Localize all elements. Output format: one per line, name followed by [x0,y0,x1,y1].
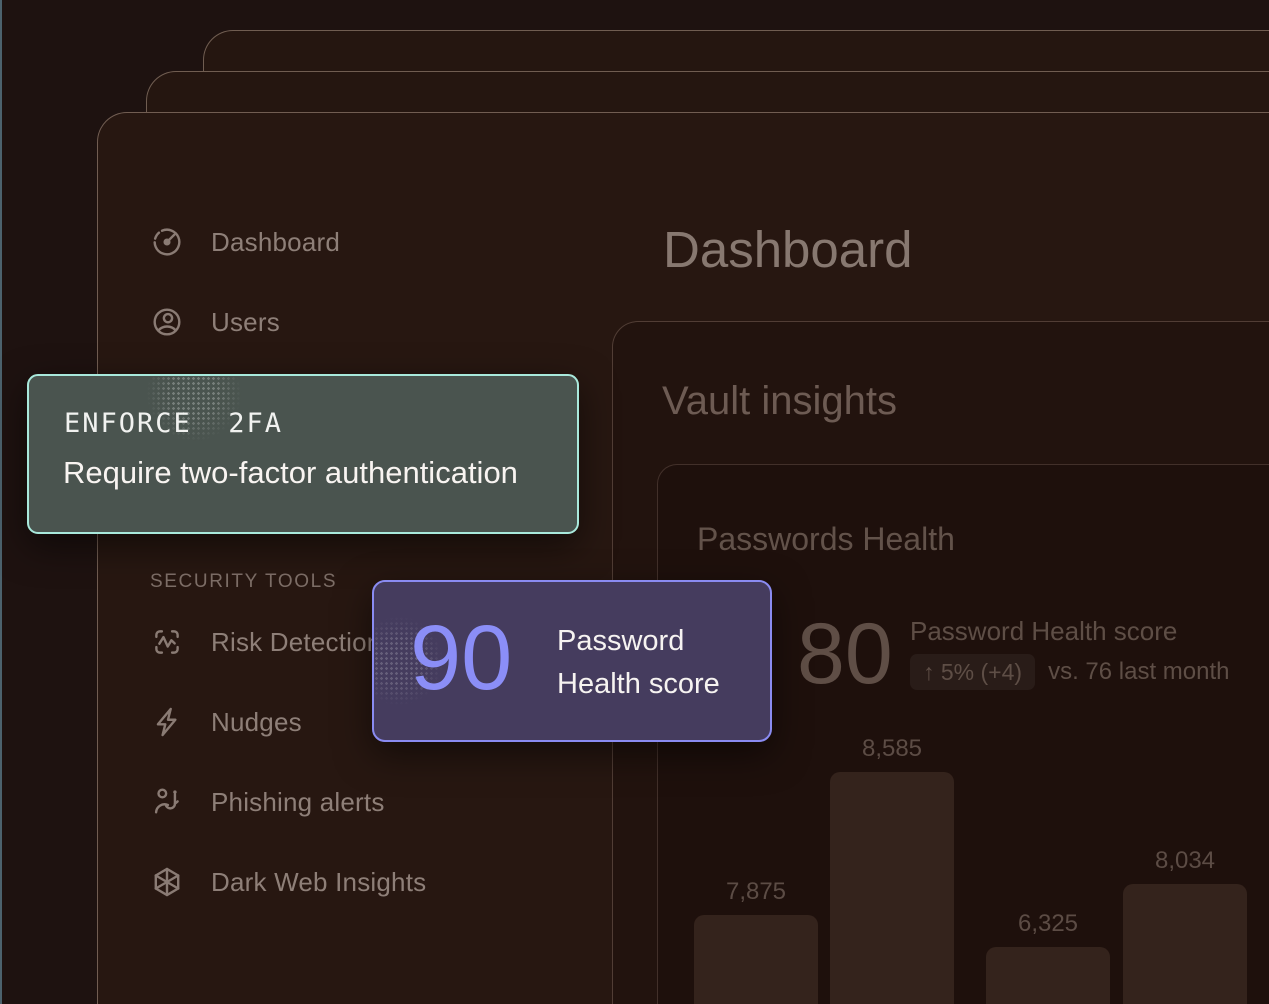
phishing-hook-icon [150,785,184,819]
health-score-label-line2: Health score [557,668,720,700]
risk-scan-icon [150,625,184,659]
sidebar-item-nudges[interactable]: Nudges [150,704,302,740]
enforce-2fa-description: Require two-factor authentication [63,455,518,490]
health-score-label: Password Health score [557,620,720,706]
sidebar-item-users[interactable]: Users [150,304,280,340]
stacked-sheet-front: Dashboard Users SECURITY TOOLS Risk Dete… [97,112,1269,1004]
health-score-label-line1: Password [557,625,685,657]
lightning-icon [150,705,184,739]
bar-value-label: 6,325 [1017,910,1079,937]
health-score-value: 90 [410,607,513,709]
sidebar-item-label: Risk Detection [211,626,382,657]
sidebar-item-risk-detection[interactable]: Risk Detection [150,624,381,660]
sidebar-item-label: Nudges [211,706,302,737]
score-change-badge: ↑ 5% (+4) [910,654,1036,690]
sidebar-item-dashboard[interactable]: Dashboard [150,224,340,260]
chart-bar [830,772,954,1004]
sidebar-item-label: Dark Web Insights [211,866,427,897]
left-edge-accent [0,0,2,1004]
user-circle-icon [150,305,184,339]
gauge-icon [150,225,184,259]
chart-bar [1123,884,1247,1004]
score-comparison-text: vs. 76 last month [1048,658,1230,685]
score-change-row: ↑ 5% (+4) vs. 76 last month [910,654,1230,690]
vault-insights-title: Vault insights [662,379,897,423]
passwords-health-title: Passwords Health [697,521,955,557]
bar-value-label: 8,034 [1154,847,1216,874]
chart-bar [694,915,818,1004]
sidebar-item-dark-web-insights[interactable]: Dark Web Insights [150,864,426,900]
sidebar-item-label: Dashboard [211,226,340,257]
halftone-texture [374,616,444,706]
bar-value-label: 8,585 [861,735,923,762]
sidebar-item-label: Phishing alerts [211,786,385,817]
enforce-2fa-callout: ENFORCE 2FA Require two-factor authentic… [27,374,579,534]
password-health-score-label: Password Health score [910,616,1178,646]
sidebar-item-phishing-alerts[interactable]: Phishing alerts [150,784,385,820]
sidebar-item-label: Users [211,306,280,337]
bar-value-label: 7,875 [725,878,787,905]
sidebar-section-security-tools: SECURITY TOOLS [150,571,338,592]
enforce-2fa-title: ENFORCE 2FA [64,408,284,439]
health-score-callout: 90 Password Health score [372,580,772,742]
chart-bar [986,947,1110,1004]
password-health-score-value: 80 [797,606,893,702]
page-title: Dashboard [663,221,913,278]
dark-web-icon [150,865,184,899]
